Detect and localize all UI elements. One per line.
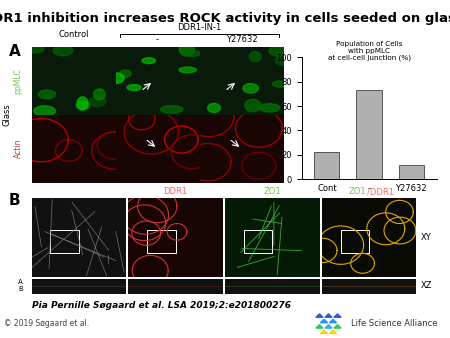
Text: Glass: Glass (2, 103, 11, 126)
Polygon shape (272, 81, 288, 87)
Polygon shape (243, 83, 258, 93)
Polygon shape (260, 104, 279, 112)
Text: © 2019 Søgaard et al.: © 2019 Søgaard et al. (4, 319, 90, 328)
Text: ZO1: ZO1 (349, 187, 367, 196)
Polygon shape (179, 67, 196, 73)
Text: Y27632: Y27632 (226, 35, 257, 44)
Polygon shape (329, 330, 337, 334)
Polygon shape (77, 97, 88, 110)
Polygon shape (329, 319, 337, 323)
Polygon shape (183, 50, 200, 56)
Polygon shape (161, 105, 183, 113)
Polygon shape (249, 52, 261, 62)
Text: DDR1-IN-1: DDR1-IN-1 (368, 212, 412, 221)
Polygon shape (207, 103, 220, 113)
Polygon shape (142, 58, 155, 64)
Polygon shape (94, 89, 105, 100)
Polygon shape (320, 330, 328, 334)
Polygon shape (325, 314, 332, 317)
Polygon shape (269, 46, 291, 56)
Text: Actin: Actin (68, 187, 90, 196)
Text: DDR1 inhibition increases ROCK activity in cells seeded on glass.: DDR1 inhibition increases ROCK activity … (0, 12, 450, 25)
Polygon shape (316, 314, 323, 317)
Polygon shape (334, 314, 341, 317)
Polygon shape (245, 99, 261, 112)
Polygon shape (53, 46, 73, 56)
Text: -: - (156, 35, 159, 44)
Text: Population of Cells
with ppMLC
at cell-cell junction (%): Population of Cells with ppMLC at cell-c… (328, 41, 410, 61)
Polygon shape (334, 324, 341, 328)
Polygon shape (275, 56, 290, 65)
Polygon shape (108, 73, 124, 83)
Text: A: A (9, 44, 21, 59)
Bar (356, 90, 382, 179)
Polygon shape (119, 70, 131, 77)
Polygon shape (38, 90, 55, 99)
Polygon shape (320, 319, 328, 323)
Text: ZO1: ZO1 (263, 187, 281, 196)
Text: Life Science Alliance: Life Science Alliance (351, 319, 437, 328)
Polygon shape (89, 96, 106, 106)
Polygon shape (127, 84, 141, 91)
Text: /DDR1: /DDR1 (367, 187, 394, 196)
Polygon shape (316, 324, 323, 328)
Text: Pia Pernille Søgaard et al. LSA 2019;2:e201800276: Pia Pernille Søgaard et al. LSA 2019;2:e… (32, 301, 291, 310)
Polygon shape (22, 46, 44, 53)
Text: Actin: Actin (14, 139, 22, 159)
Bar (399, 165, 424, 179)
Polygon shape (76, 101, 90, 110)
Polygon shape (179, 43, 194, 56)
Polygon shape (34, 106, 55, 116)
Text: DDR1-IN-1: DDR1-IN-1 (177, 23, 221, 32)
Bar (314, 152, 339, 179)
Text: ppMLC: ppMLC (14, 68, 22, 94)
Text: XZ: XZ (421, 281, 432, 290)
Polygon shape (325, 324, 332, 328)
Text: B: B (9, 193, 21, 208)
Text: Control: Control (58, 30, 89, 39)
Text: XY: XY (421, 233, 432, 242)
Text: A
B: A B (18, 279, 22, 292)
Text: DDR1: DDR1 (163, 187, 188, 196)
